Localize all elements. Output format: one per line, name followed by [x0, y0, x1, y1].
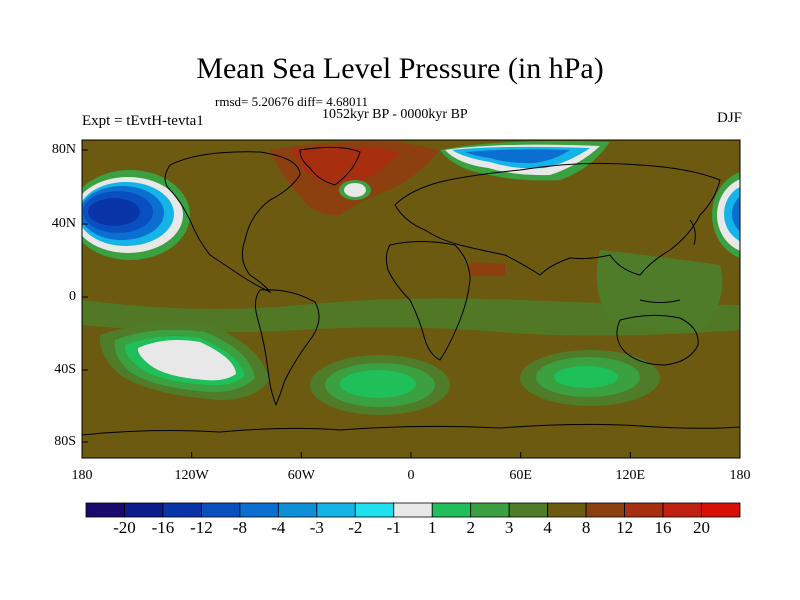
colorbar-swatch [239, 502, 279, 518]
colorbar-swatch [354, 502, 395, 518]
colorbar-swatch [393, 502, 433, 518]
colorbar-label: 16 [654, 518, 672, 537]
colorbar-label: -16 [151, 518, 175, 537]
colorbar-label: -3 [309, 518, 324, 537]
lon-tick-label: 0 [407, 468, 415, 483]
lat-tick-label: 0 [69, 289, 76, 304]
colorbar-label: -4 [271, 518, 286, 537]
lat-tick-label: 80N [51, 142, 76, 157]
season-label: DJF [716, 110, 742, 126]
experiment-label: Expt = tEvtH-tevta1 [82, 113, 204, 129]
period-subtitle: 1052kyr BP - 0000kyr BP [322, 107, 468, 122]
colorbar-swatch [547, 502, 587, 518]
colorbar-swatch [201, 502, 241, 518]
lat-tick-label: 80S [54, 434, 76, 449]
lat-tick-label: 40N [51, 216, 76, 231]
colorbar-label: -12 [190, 518, 213, 537]
colorbar-swatch [162, 502, 202, 518]
colorbar-swatch [85, 502, 125, 518]
colorbar-swatch [316, 502, 356, 518]
colorbar-label: 12 [616, 518, 634, 537]
coastlines [82, 146, 740, 436]
colorbar-swatch [585, 502, 625, 518]
colorbar-swatch [431, 502, 472, 518]
map-title: Mean Sea Level Pressure (in hPa) [196, 52, 604, 85]
colorbar-label: 1 [427, 518, 437, 537]
colorbar-swatch [470, 502, 510, 518]
colorbar-swatch [624, 502, 664, 518]
lon-tick-label: 60E [509, 468, 532, 483]
colorbar [85, 502, 741, 518]
colorbar-label: -1 [386, 518, 401, 537]
colorbar-label: -20 [113, 518, 136, 537]
colorbar-label: 3 [504, 518, 514, 537]
colorbar-label: 8 [581, 518, 591, 537]
colorbar-label: -2 [348, 518, 363, 537]
axis-ticks [81, 149, 741, 458]
colorbar-swatch [662, 502, 702, 518]
colorbar-swatch [124, 502, 164, 518]
lon-tick-label: 120W [174, 468, 209, 483]
lat-tick-label: 40S [54, 362, 76, 377]
colorbar-swatch [508, 502, 549, 518]
lon-tick-label: 120E [615, 468, 646, 483]
colorbar-label: 20 [693, 518, 711, 537]
pressure-field [82, 141, 740, 458]
colorbar-swatch [701, 502, 741, 518]
stats-line: rmsd= 5.20676 diff= 4.68011 [215, 94, 368, 109]
colorbar-label: 4 [543, 518, 552, 537]
colorbar-label: 2 [466, 518, 475, 537]
lon-tick-label: 60W [287, 468, 315, 483]
lon-tick-label: 180 [729, 468, 751, 483]
lon-tick-label: 180 [71, 468, 93, 483]
colorbar-label: -8 [232, 518, 247, 537]
colorbar-swatch [277, 502, 318, 518]
